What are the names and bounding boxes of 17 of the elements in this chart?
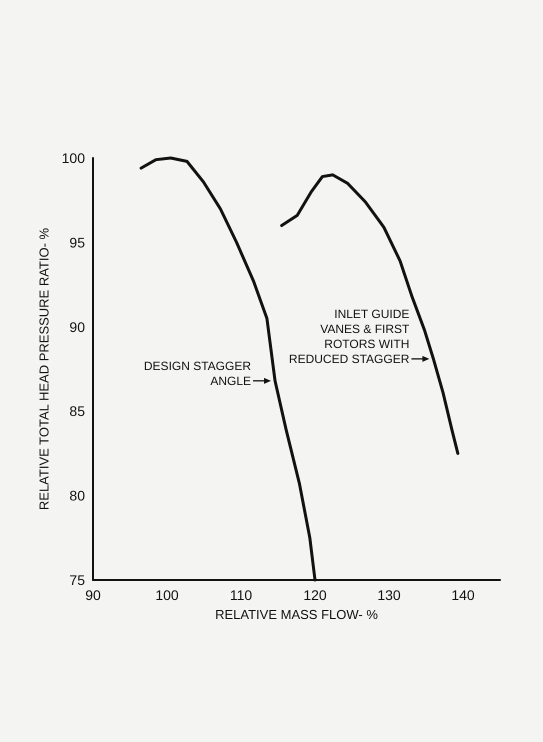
x-tick-label: 100: [155, 587, 179, 603]
annotation: DESIGN STAGGER ANGLE: [144, 358, 252, 388]
y-tick-label: 90: [69, 318, 86, 335]
x-tick-label: 140: [451, 587, 475, 603]
y-tick-label: 95: [69, 234, 86, 250]
x-tick-label: 130: [377, 587, 401, 603]
x-tick-label: 110: [230, 587, 252, 603]
y-tick-label: 75: [69, 572, 86, 588]
line-series: [280, 173, 460, 455]
x-tick-label: 90: [85, 587, 101, 603]
y-axis-title: RELATIVE TOTAL HEAD PRESSURE RATIO- %: [36, 227, 52, 510]
x-axis-title: RELATIVE MASS FLOW- %: [215, 607, 378, 622]
y-tick-label: 80: [69, 488, 86, 504]
annotation: INLET GUIDE VANES & FIRST ROTORS WITH REDUCED STAGGER: [288, 306, 410, 366]
y-tick-label: 85: [69, 403, 86, 420]
x-tick-label: 120: [303, 587, 327, 603]
y-tick-label: 100: [62, 150, 86, 166]
